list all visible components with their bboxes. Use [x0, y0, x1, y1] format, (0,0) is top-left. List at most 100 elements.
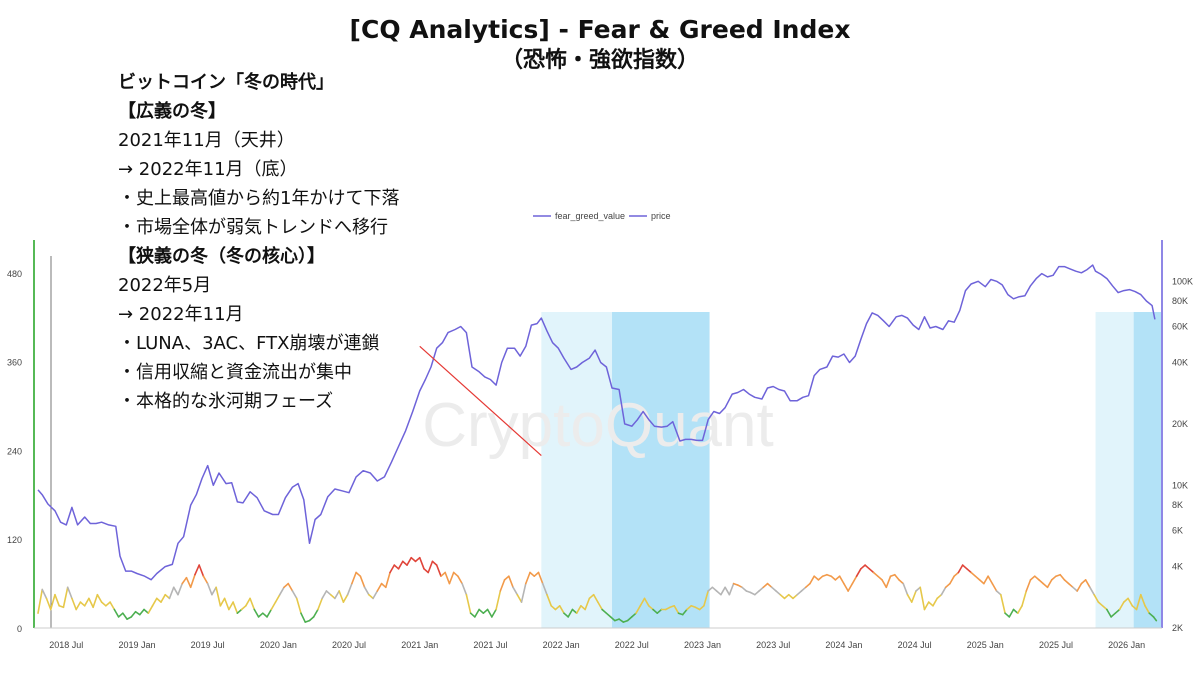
fear-greed-segment: [359, 575, 366, 589]
fear-greed-segment: [974, 575, 981, 581]
fear-greed-segment: [597, 601, 603, 611]
fear-greed-segment: [635, 604, 642, 615]
fear-greed-segment: [898, 579, 905, 585]
fear-greed-segment: [1148, 612, 1155, 618]
fear-greed-segment: [474, 608, 480, 618]
fear-greed-segment: [855, 567, 862, 578]
fear-greed-segment: [754, 590, 760, 596]
fear-greed-segment: [563, 612, 569, 618]
fear-greed-segment: [800, 586, 807, 592]
fear-greed-segment: [376, 582, 383, 592]
right-tick-label: 100K: [1172, 276, 1193, 286]
fear-greed-segment: [189, 573, 196, 589]
fear-greed-segment: [775, 590, 782, 596]
fear-greed-segment: [533, 571, 540, 578]
fear-greed-segment: [567, 608, 574, 618]
fear-greed-segment: [1059, 573, 1066, 581]
fear-greed-segment: [588, 593, 595, 600]
fear-greed-segment: [96, 593, 103, 603]
fear-greed-segment: [728, 582, 735, 596]
x-tick-label: 2020 Jan: [260, 640, 297, 650]
fear-greed-segment: [469, 612, 476, 618]
right-tick-label: 20K: [1172, 419, 1188, 429]
fear-greed-segment: [516, 593, 523, 603]
fear-greed-segment: [970, 571, 977, 578]
fear-greed-segment: [766, 582, 773, 589]
shaded-periods: [541, 312, 1162, 628]
annotation-line: 2021年11月（天井）: [118, 130, 295, 151]
fear-greed-segment: [147, 604, 154, 615]
fear-greed-segment: [66, 586, 73, 600]
fear-greed-segment: [983, 575, 989, 585]
fear-greed-segment: [762, 582, 769, 589]
fear-greed-segment: [703, 590, 709, 607]
right-tick-label: 6K: [1172, 526, 1183, 536]
annotation-line: ・本格的な氷河期フェーズ: [118, 391, 334, 412]
fear-greed-segment: [49, 593, 56, 611]
fear-greed-segment: [1067, 582, 1074, 589]
fear-greed-segment: [151, 597, 158, 607]
fear-greed-segment: [397, 560, 404, 570]
fear-greed-segment: [1089, 586, 1095, 596]
fear-greed-segment: [503, 575, 510, 581]
price-line: [37, 264, 1156, 581]
fear-greed-segment: [232, 601, 239, 615]
fear-greed-segment: [486, 608, 493, 618]
fear-greed-segment: [130, 610, 137, 618]
fear-greed-segment: [62, 586, 69, 609]
fear-greed-segment: [1008, 608, 1015, 618]
fear-greed-segment: [71, 597, 77, 611]
fear-greed-segment: [355, 571, 362, 578]
fear-greed-segment: [919, 586, 926, 611]
x-tick-label: 2026 Jan: [1108, 640, 1145, 650]
fear-greed-segment: [160, 593, 167, 603]
x-tick-label: 2018 Jul: [49, 640, 83, 650]
left-tick-label: 120: [7, 535, 22, 545]
fear-greed-segment: [1004, 612, 1011, 618]
fear-greed-segment: [961, 564, 968, 570]
fear-greed-segment: [236, 608, 243, 615]
fear-greed-segment: [312, 608, 319, 618]
right-tick-label: 2K: [1172, 623, 1183, 633]
fear-greed-segment: [830, 575, 837, 581]
fear-greed-segment: [389, 564, 396, 574]
fear-greed-segment: [143, 608, 150, 615]
annotation-line: 【狭義の冬（冬の核心）】: [118, 246, 325, 267]
fear-greed-segment: [647, 604, 654, 611]
fear-greed-segment: [270, 601, 277, 611]
x-tick-label: 2025 Jan: [967, 640, 1004, 650]
fear-greed-segment: [906, 593, 913, 603]
fear-greed-segment: [54, 593, 61, 607]
fear-greed-segment: [346, 582, 353, 596]
fear-greed-segment: [457, 575, 463, 585]
fear-greed-segment: [177, 582, 184, 596]
fear-greed-segment: [155, 597, 162, 603]
fear-greed-segment: [546, 593, 553, 607]
fear-greed-segment: [631, 612, 637, 618]
fear-greed-segment: [923, 601, 930, 611]
fear-greed-segment: [673, 604, 680, 615]
fear-greed-segment: [1135, 593, 1142, 611]
fear-greed-segment: [804, 582, 811, 589]
left-tick-label: 0: [17, 624, 22, 634]
fear-greed-segment: [580, 604, 586, 611]
annotation-line: → 2022年11月（底）: [118, 159, 298, 180]
fear-greed-segment: [482, 608, 489, 615]
fear-greed-segment: [452, 571, 459, 578]
fear-greed-segment: [1042, 582, 1049, 589]
annotation-line: ・LUNA、3AC、FTX崩壊が連鎖: [118, 333, 380, 354]
fear-greed-segment: [609, 616, 616, 622]
fear-greed-segment: [92, 593, 99, 609]
fear-greed-segment: [618, 618, 625, 623]
fear-greed-segment: [529, 571, 536, 578]
fear-greed-segment: [944, 582, 951, 589]
x-tick-label: 2023 Jan: [684, 640, 721, 650]
fear-greed-segment: [338, 590, 345, 603]
fear-greed-segment: [877, 575, 883, 581]
fear-greed-segment: [448, 571, 455, 585]
fear-greed-segment: [198, 564, 205, 578]
fear-greed-segment: [41, 588, 48, 600]
fear-greed-segment: [83, 597, 90, 607]
fear-greed-segment: [1084, 579, 1091, 589]
fear-greed-segment: [978, 579, 985, 585]
